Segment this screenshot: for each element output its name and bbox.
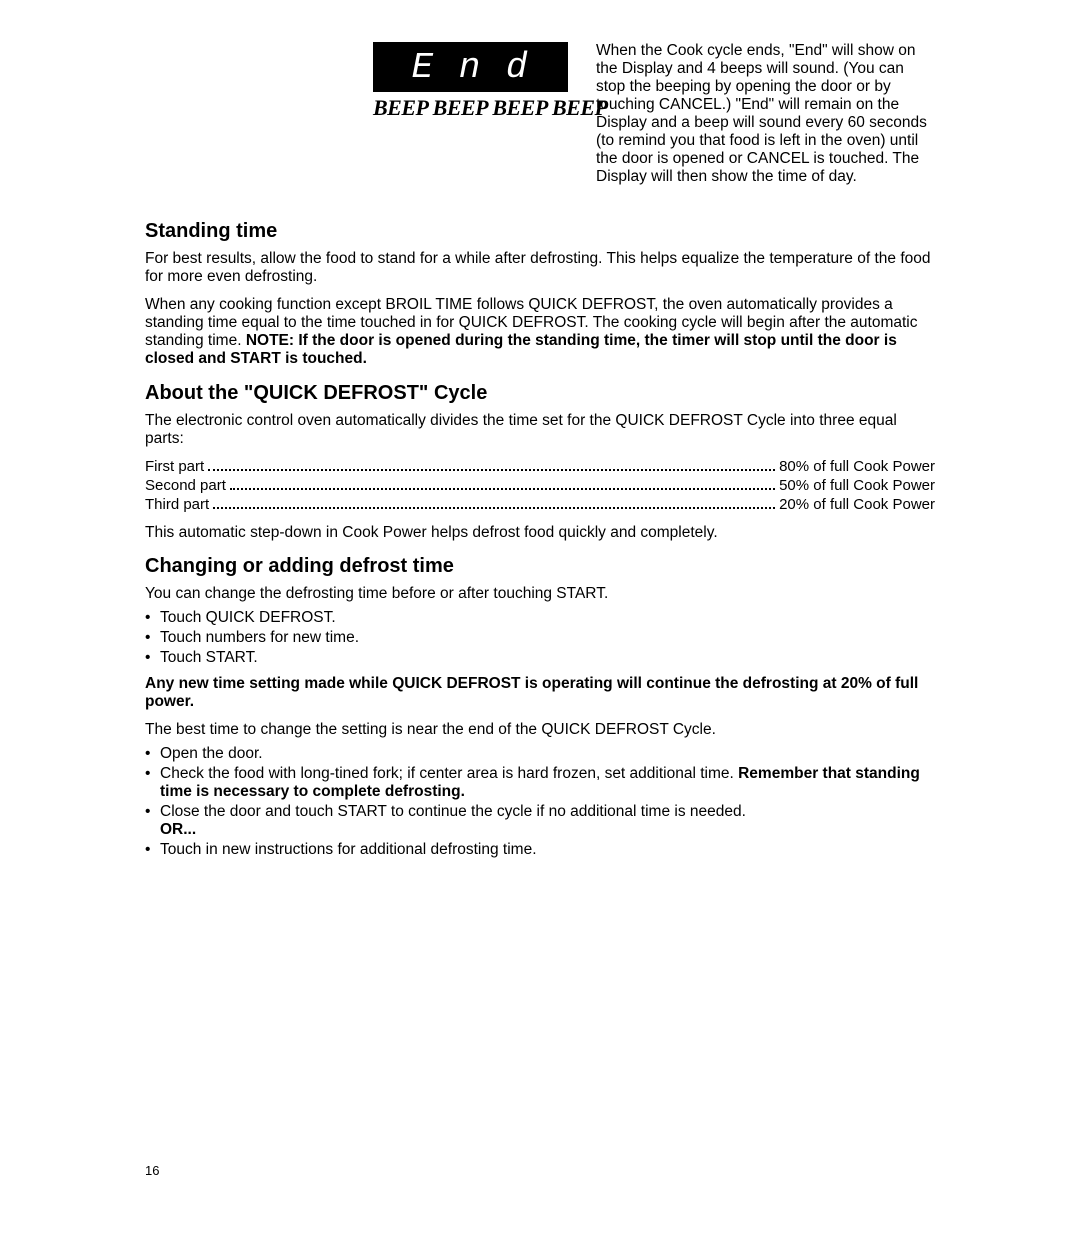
changing-bold-note: Any new time setting made while QUICK DE…: [145, 675, 935, 711]
standing-heading: Standing time: [145, 220, 935, 243]
power-label-1: First part: [145, 458, 204, 476]
about-heading: About the "QUICK DEFROST" Cycle: [145, 382, 935, 405]
list-item-text: Check the food with long-tined fork; if …: [160, 765, 738, 782]
list-item: Open the door.: [145, 745, 935, 763]
beep-2: BEEP: [433, 95, 488, 120]
standing-p2: When any cooking function except BROIL T…: [145, 296, 935, 368]
power-value-3: 20% of full Cook Power: [779, 496, 935, 514]
list-item: Touch START.: [145, 649, 935, 667]
changing-list-2: Open the door. Check the food with long-…: [145, 745, 935, 859]
power-label-3: Third part: [145, 496, 209, 514]
beep-1: BEEP: [373, 95, 428, 120]
beep-row: BEEP BEEP BEEP BEEP: [373, 95, 578, 121]
display-column: E n d BEEP BEEP BEEP BEEP: [373, 42, 578, 186]
beep-3: BEEP: [492, 95, 547, 120]
list-item-text: Close the door and touch START to contin…: [160, 803, 746, 820]
list-item: Check the food with long-tined fork; if …: [145, 765, 935, 801]
page-content: E n d BEEP BEEP BEEP BEEP When the Cook …: [145, 42, 935, 867]
changing-p1: You can change the defrosting time befor…: [145, 585, 935, 603]
list-item-or: OR...: [160, 821, 196, 838]
end-cycle-block: E n d BEEP BEEP BEEP BEEP When the Cook …: [145, 42, 935, 186]
lcd-text: E n d: [411, 47, 529, 88]
list-item: Touch QUICK DEFROST.: [145, 609, 935, 627]
list-item: Close the door and touch START to contin…: [145, 803, 935, 839]
changing-p2: The best time to change the setting is n…: [145, 721, 935, 739]
changing-heading: Changing or adding defrost time: [145, 555, 935, 578]
lcd-display: E n d: [373, 42, 568, 92]
list-item: Touch numbers for new time.: [145, 629, 935, 647]
leader-dots: [213, 507, 775, 509]
page-number: 16: [145, 1163, 159, 1178]
about-p2: This automatic step-down in Cook Power h…: [145, 524, 935, 542]
leader-dots: [230, 488, 775, 490]
power-row-1: First part 80% of full Cook Power: [145, 458, 935, 476]
about-p1: The electronic control oven automaticall…: [145, 412, 935, 448]
end-paragraph: When the Cook cycle ends, "End" will sho…: [596, 42, 935, 186]
standing-p1: For best results, allow the food to stan…: [145, 250, 935, 286]
power-value-1: 80% of full Cook Power: [779, 458, 935, 476]
power-row-2: Second part 50% of full Cook Power: [145, 477, 935, 495]
standing-p2b: NOTE: If the door is opened during the s…: [145, 332, 897, 367]
power-value-2: 50% of full Cook Power: [779, 477, 935, 495]
power-row-3: Third part 20% of full Cook Power: [145, 496, 935, 514]
power-label-2: Second part: [145, 477, 226, 495]
leader-dots: [208, 469, 775, 471]
changing-list-1: Touch QUICK DEFROST. Touch numbers for n…: [145, 609, 935, 667]
list-item: Touch in new instructions for additional…: [145, 841, 935, 859]
